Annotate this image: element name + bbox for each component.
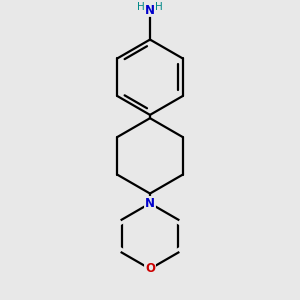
Text: N: N bbox=[145, 197, 155, 210]
Text: H: H bbox=[155, 2, 163, 12]
Text: H: H bbox=[137, 2, 145, 12]
Text: O: O bbox=[145, 262, 155, 275]
Text: N: N bbox=[145, 4, 155, 17]
